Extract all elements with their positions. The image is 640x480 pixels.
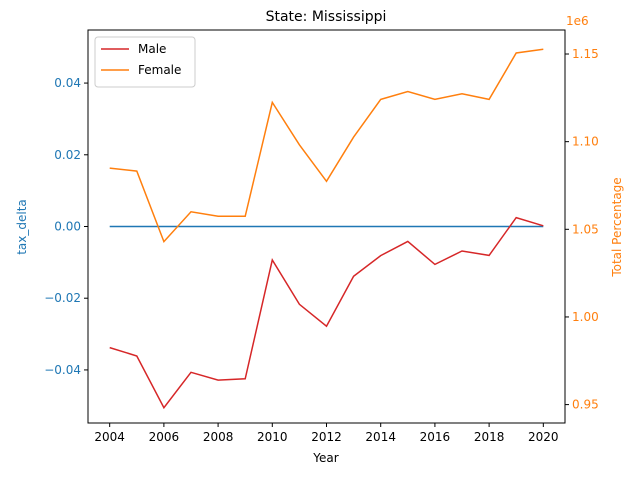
left-y-axis-label: tax_delta: [15, 199, 29, 255]
legend: Male Female: [94, 36, 196, 88]
x-tick-label: 2012: [311, 430, 342, 444]
x-tick-label: 2016: [420, 430, 451, 444]
x-axis-label: Year: [312, 451, 338, 465]
left-tick-label: 0.02: [54, 148, 81, 162]
chart-title: State: Mississippi: [266, 9, 387, 25]
x-tick-label: 2014: [365, 430, 396, 444]
right-tick-label: 0.95: [572, 398, 599, 412]
x-axis: 2004 2006 2008 2010 2012 2014 2016 2018 2020: [94, 423, 559, 444]
right-tick-label: 1.00: [572, 310, 599, 324]
right-tick-label: 1.05: [572, 222, 599, 236]
left-y-axis: −0.04 −0.02 0.00 0.02 0.04: [44, 76, 88, 377]
x-tick-label: 2020: [528, 430, 559, 444]
series-line-female: [109, 48, 544, 244]
series-line-male: [109, 216, 544, 410]
right-axis-offset-label: 1e6: [566, 14, 589, 28]
right-y-axis: 0.95 1.00 1.05 1.10 1.15: [565, 47, 599, 412]
legend-label-male: Male: [138, 42, 166, 56]
legend-label-female: Female: [138, 63, 181, 77]
right-tick-label: 1.15: [572, 47, 599, 61]
right-y-axis-label: Total Percentage: [610, 177, 624, 277]
x-tick-label: 2004: [94, 430, 125, 444]
plot-lines: [109, 48, 544, 410]
x-tick-label: 2010: [257, 430, 288, 444]
x-tick-label: 2008: [203, 430, 234, 444]
left-tick-label: −0.04: [44, 363, 81, 377]
left-tick-label: 0.00: [54, 220, 81, 234]
left-tick-label: −0.02: [44, 291, 81, 305]
x-tick-label: 2006: [149, 430, 180, 444]
x-tick-label: 2018: [474, 430, 505, 444]
left-tick-label: 0.04: [54, 76, 81, 90]
right-tick-label: 1.10: [572, 135, 599, 149]
